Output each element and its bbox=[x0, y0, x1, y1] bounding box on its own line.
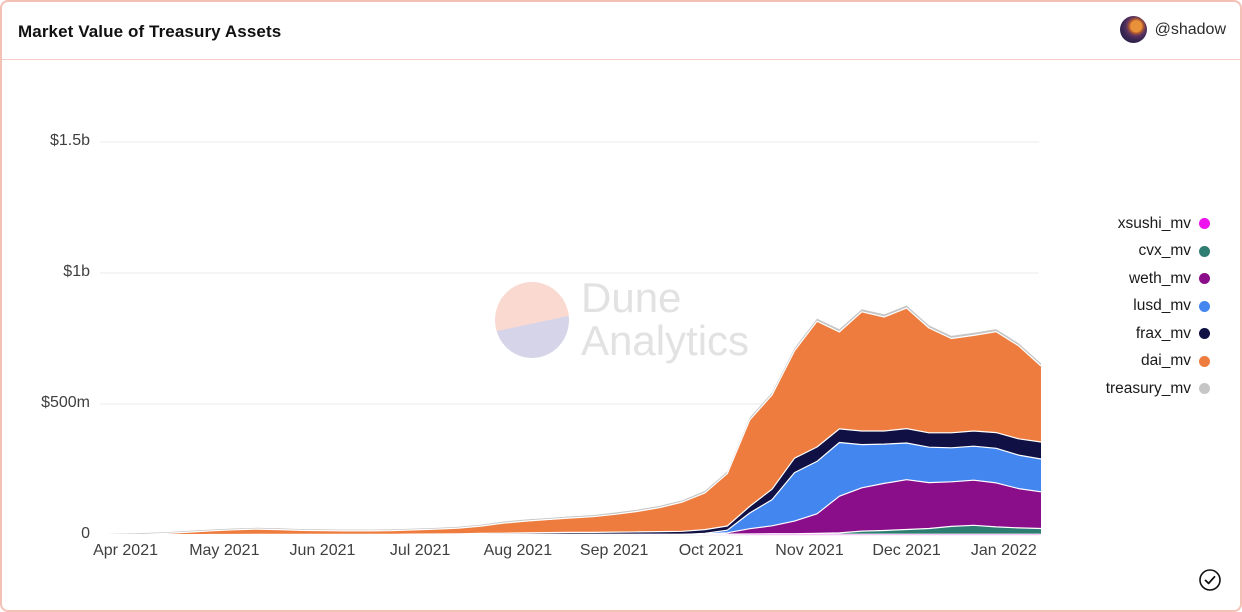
avatar[interactable] bbox=[1119, 16, 1147, 43]
author-byline[interactable]: @shadow bbox=[1119, 16, 1226, 43]
dune-logo-icon bbox=[495, 282, 569, 358]
legend-label: cvx_mv bbox=[1138, 242, 1191, 260]
legend-label: xsushi_mv bbox=[1117, 214, 1191, 232]
x-tick-label: Sep 2021 bbox=[579, 542, 649, 559]
legend-dot bbox=[1199, 383, 1210, 395]
area-weth_mv[interactable] bbox=[100, 479, 1041, 535]
x-tick-label: Dec 2021 bbox=[872, 542, 941, 559]
author-handle[interactable]: @shadow bbox=[1154, 20, 1226, 38]
legend-item-weth_mv[interactable]: weth_mv bbox=[1106, 265, 1210, 293]
legend-item-frax_mv[interactable]: frax_mv bbox=[1106, 320, 1210, 348]
x-tick-label: Oct 2021 bbox=[678, 542, 744, 559]
check-circle-icon[interactable] bbox=[1198, 568, 1222, 592]
boundary-frax_mv bbox=[100, 428, 1042, 536]
area-frax_mv[interactable] bbox=[100, 428, 1041, 535]
x-tick-label: May 2021 bbox=[189, 542, 260, 559]
area-lusd_mv[interactable] bbox=[100, 442, 1041, 535]
legend-dot bbox=[1199, 273, 1210, 285]
y-tick-label: 0 bbox=[81, 525, 90, 542]
legend-item-cvx_mv[interactable]: cvx_mv bbox=[1106, 238, 1210, 266]
x-tick-label: Apr 2021 bbox=[93, 542, 158, 559]
legend-label: treasury_mv bbox=[1105, 379, 1191, 397]
boundary-dai_mv bbox=[99, 307, 1042, 536]
y-tick-label: $1b bbox=[63, 263, 90, 280]
watermark-text: Dune Analytics bbox=[581, 276, 749, 362]
legend-item-lusd_mv[interactable]: lusd_mv bbox=[1106, 293, 1210, 321]
legend-item-dai_mv[interactable]: dai_mv bbox=[1106, 348, 1210, 376]
x-tick-label: Aug 2021 bbox=[483, 542, 553, 559]
card-header: Market Value of Treasury Assets @shadow bbox=[2, 2, 1240, 60]
y-tick-label: $500m bbox=[41, 394, 90, 411]
y-tick-label: $1.5b bbox=[49, 132, 90, 149]
dune-watermark: Dune Analytics bbox=[495, 276, 749, 362]
x-tick-label: Jul 2021 bbox=[389, 542, 451, 559]
x-tick-label: Jan 2022 bbox=[970, 542, 1037, 559]
watermark-line2: Analytics bbox=[581, 317, 750, 364]
legend-dot bbox=[1199, 245, 1210, 257]
legend-label: weth_mv bbox=[1128, 269, 1191, 287]
legend: xsushi_mv cvx_mv weth_mv lusd_mv frax_mv dai_… bbox=[1106, 210, 1210, 403]
legend-label: lusd_mv bbox=[1133, 297, 1191, 315]
legend-dot bbox=[1199, 328, 1210, 340]
legend-dot bbox=[1199, 218, 1210, 230]
area-dai_mv[interactable] bbox=[100, 308, 1041, 535]
legend-label: dai_mv bbox=[1141, 352, 1191, 370]
legend-item-treasury_mv[interactable]: treasury_mv bbox=[1106, 375, 1210, 403]
page-title: Market Value of Treasury Assets bbox=[18, 22, 282, 41]
x-tick-label: Nov 2021 bbox=[775, 542, 844, 559]
watermark-line1: Dune bbox=[581, 274, 682, 321]
x-tick-label: Jun 2021 bbox=[289, 542, 356, 559]
legend-label: frax_mv bbox=[1135, 324, 1191, 342]
legend-dot bbox=[1199, 355, 1210, 367]
legend-dot bbox=[1199, 300, 1210, 312]
legend-item-xsushi_mv[interactable]: xsushi_mv bbox=[1106, 210, 1210, 238]
